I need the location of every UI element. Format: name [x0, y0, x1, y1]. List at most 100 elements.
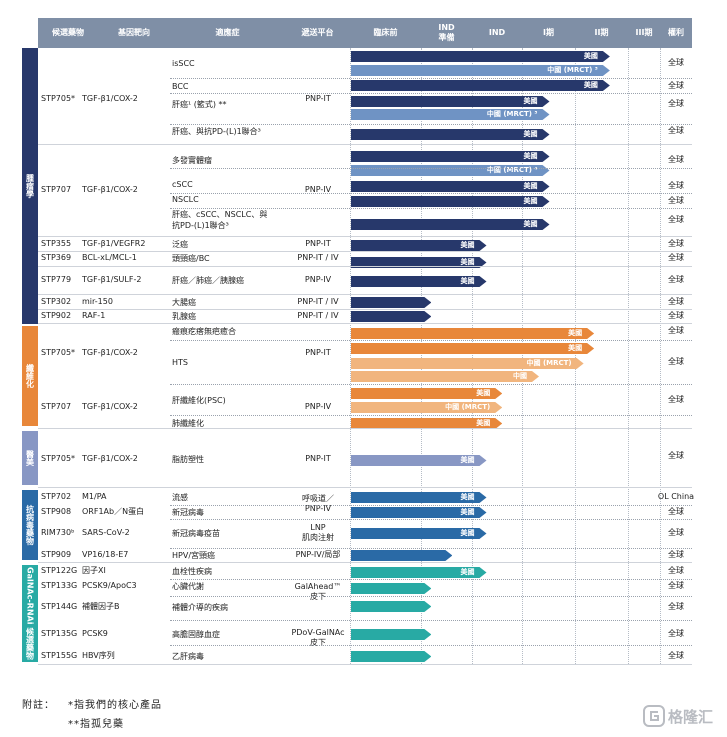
bar-region-label: 中國 (MRCT): [445, 403, 491, 411]
header-col-phase2: II期: [594, 28, 609, 37]
row-separator-dotted: [170, 579, 692, 580]
gelonghui-logo: 格隆汇: [643, 705, 713, 727]
gene-target: TGF-β1/SULF-2: [82, 275, 142, 284]
header-col-rights: 權利: [668, 28, 684, 37]
rights-value: 全球: [668, 297, 684, 306]
pipeline-bar: 美國: [351, 276, 487, 287]
gene-target: TGF-β1/COX-2: [82, 348, 138, 357]
drug-name: STP122G: [41, 566, 78, 575]
bar-region-label: 美國: [476, 419, 491, 427]
header-col-drug: 候選藥物: [52, 28, 84, 37]
indication-name: 心臟代謝: [172, 581, 204, 591]
indication-name: NSCLC: [172, 194, 199, 204]
pipeline-bar: 美國: [351, 240, 487, 251]
pipeline-bar: 美國: [351, 492, 487, 503]
table-header: [38, 18, 692, 48]
header-col-indication: 適應症: [215, 28, 240, 37]
bar-region-label: 美國: [460, 241, 475, 249]
rights-value: 全球: [668, 253, 684, 262]
bar-region-label: 美國: [460, 456, 475, 464]
row-separator: [38, 323, 692, 324]
delivery-platform: PNP-IV: [304, 402, 332, 411]
bar-region-label: 美國: [460, 277, 475, 285]
group-label-3: 抗病毒藥物: [22, 490, 38, 560]
drug-name: STP908: [41, 507, 72, 516]
indication-name: 多發實體瘤: [172, 155, 212, 165]
pipeline-bar: [351, 583, 431, 594]
indication-name: 大腸癌: [172, 297, 196, 307]
gene-target: 因子XI: [82, 566, 106, 575]
indication-name: isSCC: [172, 58, 195, 68]
bar-region-label: 美國: [460, 568, 475, 576]
rights-value: 全球: [668, 311, 684, 320]
delivery-platform: 呼吸道／ PNP-IV: [302, 494, 334, 513]
logo-text: 格隆汇: [668, 707, 714, 726]
pipeline-bar: 美國: [351, 328, 594, 339]
gene-target: mir-150: [82, 297, 113, 306]
row-separator: [38, 562, 692, 563]
header-col-ind: IND: [488, 28, 506, 37]
pipeline-bar: 美國: [351, 418, 502, 429]
indication-name: 新冠病毒: [172, 507, 204, 517]
gene-target: VP16/18-E7: [82, 550, 129, 559]
header-col-phase3: III期: [635, 28, 653, 37]
pipeline-bar: 美國: [351, 96, 550, 107]
rights-value: 全球: [668, 275, 684, 284]
rights-value: 全球: [668, 239, 684, 248]
header-col-ind-prep: IND 準備: [438, 23, 455, 42]
delivery-platform: PNP-IT / IV: [297, 311, 339, 320]
bar-region-label: 美國: [583, 52, 598, 60]
rights-value: 全球: [668, 602, 684, 611]
row-separator-dotted: [170, 415, 692, 416]
stage-gridline: [628, 48, 629, 664]
stage-gridline: [660, 48, 661, 664]
indication-name: 流感: [172, 492, 188, 502]
pipeline-bar: 美國: [351, 507, 487, 518]
stage-gridline: [522, 48, 523, 664]
pipeline-bar: 中國: [351, 371, 539, 382]
gene-target: TGF-β1/COX-2: [82, 94, 138, 103]
delivery-platform: PDoV-GalNAc 皮下: [291, 628, 345, 647]
rights-value: 全球: [668, 81, 684, 90]
row-separator: [38, 144, 692, 145]
pipeline-bar: 美國: [351, 151, 550, 162]
group-label-0: 腫瘤學: [22, 48, 38, 324]
bar-region-label: 美國: [568, 344, 583, 352]
drug-name: STP707: [41, 402, 72, 411]
row-separator-dotted: [170, 93, 692, 94]
header-col-platform: 遞送平台: [301, 28, 334, 37]
pipeline-bar: 美國: [351, 181, 550, 192]
row-separator-dotted: [170, 620, 692, 621]
rights-value: 全球: [668, 155, 684, 164]
gene-target: ORF1Ab／N蛋白: [82, 507, 145, 516]
pipeline-bar: 美國: [351, 219, 550, 230]
group-label-text: 抗病毒藥物: [25, 505, 35, 545]
bar-region-label: 美國: [460, 493, 475, 501]
indication-name: 肝癌、與抗PD-(L)1聯合³: [172, 126, 261, 136]
row-separator-dotted: [170, 505, 692, 506]
delivery-platform: GalAhead™ 皮下: [294, 582, 342, 601]
rights-value: 全球: [668, 566, 684, 575]
delivery-platform: PNP-IV: [304, 185, 332, 194]
pipeline-bar: [351, 297, 431, 308]
bar-region-label: 美國: [523, 97, 538, 105]
rights-value: 全球: [668, 629, 684, 638]
stage-gridline: [350, 48, 351, 664]
row-separator-dotted: [170, 193, 692, 194]
rights-value: 全球: [668, 528, 684, 537]
indication-name: 肝癌、cSCC、NSCLC、與 抗PD-(L)1聯合³: [172, 210, 268, 230]
rights-value: 全球: [668, 126, 684, 135]
drug-name: STP355: [41, 239, 72, 248]
row-separator: [38, 487, 692, 488]
drug-name: STP909: [41, 550, 72, 559]
indication-name: 肝癌¹ (籃式) **: [172, 99, 227, 109]
indication-name: 脂肪塑性: [172, 454, 204, 464]
indication-name: BCC: [172, 81, 189, 91]
group-label-text: 醫美: [25, 450, 35, 466]
drug-name: STP302: [41, 297, 72, 306]
bar-region-label: 美國: [460, 258, 475, 266]
indication-name: 乙肝病毒: [172, 651, 204, 661]
group-label-2: 醫美: [22, 431, 38, 485]
bar-region-label: 中國 (MRCT) ³: [547, 66, 598, 74]
delivery-platform: PNP-IT / IV: [297, 253, 339, 262]
